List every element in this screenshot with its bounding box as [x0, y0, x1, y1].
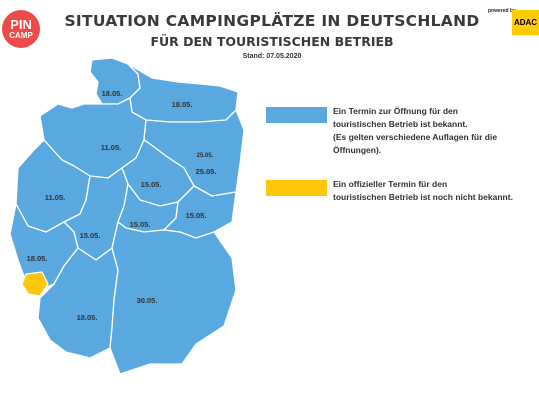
- legend-text-open: Ein Termin zur Öffnung für den touristis…: [333, 106, 498, 155]
- region-label-sachsen: 15.05.: [186, 211, 207, 220]
- legend-swatch-unknown: [266, 180, 327, 196]
- region-label-berlin: 25.05.: [197, 153, 214, 159]
- region-label-rheinland-pfalz: 18.05.: [27, 254, 48, 263]
- pincamp-logo: PIN CAMP: [2, 10, 40, 48]
- region-label-hessen: 15.05.: [80, 231, 101, 240]
- legend-swatch-open: [266, 107, 327, 123]
- page-title: SITUATION CAMPINGPLÄTZE IN DEUTSCHLAND: [64, 12, 480, 30]
- region-label-brandenburg: 25.05.: [196, 167, 217, 176]
- region-label-thueringen: 15.05.: [130, 220, 151, 229]
- region-label-baden-wuerttemberg: 18.05.: [77, 313, 98, 322]
- region-label-niedersachsen: 11.05.: [101, 143, 121, 152]
- logo-line2: CAMP: [9, 31, 33, 40]
- powered-by-text: powered by: [488, 8, 516, 14]
- region-label-sachsen-anhalt: 15.05.: [141, 180, 162, 189]
- region-mecklenburg-vorpommern: [127, 63, 239, 123]
- page-subtitle: FÜR DEN TOURISTISCHEN BETRIEB: [150, 34, 394, 49]
- region-bayern: [109, 221, 237, 375]
- region-label-mecklenburg-vorpommern: 18.05.: [172, 100, 193, 109]
- stand-date: Stand: 07.05.2020: [242, 53, 302, 60]
- region-label-schleswig-holstein: 18.05.: [102, 89, 123, 98]
- region-label-bayern: 30.05.: [137, 296, 158, 305]
- adac-logo: ADAC: [512, 10, 539, 35]
- region-label-nordrhein-westfalen: 11.05.: [45, 193, 65, 202]
- legend-text-unknown: Ein offizieller Termin für den touristis…: [333, 179, 513, 202]
- region-saarland: [21, 271, 49, 297]
- logo-line1: PIN: [10, 17, 32, 32]
